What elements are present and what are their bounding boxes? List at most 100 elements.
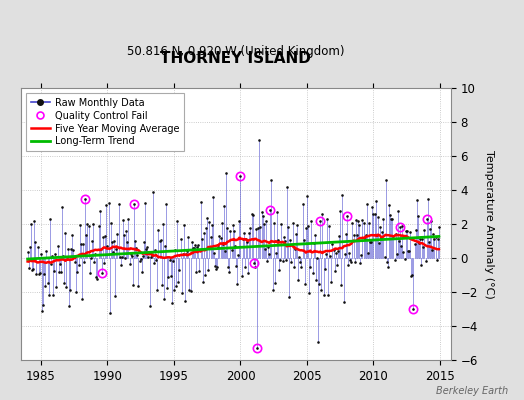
Point bbox=[402, 228, 411, 235]
Point bbox=[313, 254, 321, 261]
Point bbox=[67, 246, 75, 252]
Point bbox=[374, 214, 382, 220]
Point bbox=[28, 266, 36, 273]
Point bbox=[435, 224, 443, 230]
Point bbox=[178, 290, 186, 296]
Point bbox=[157, 237, 165, 243]
Point bbox=[30, 218, 38, 224]
Point bbox=[373, 232, 381, 238]
Point bbox=[209, 194, 217, 200]
Point bbox=[332, 250, 340, 256]
Point bbox=[163, 285, 171, 292]
Point bbox=[292, 230, 300, 237]
Point bbox=[376, 223, 384, 230]
Point bbox=[167, 272, 175, 279]
Point bbox=[144, 254, 152, 260]
Point bbox=[216, 234, 225, 241]
Point bbox=[264, 244, 272, 250]
Point bbox=[337, 282, 345, 288]
Point bbox=[94, 223, 103, 229]
Point bbox=[160, 296, 168, 302]
Point bbox=[342, 231, 350, 237]
Point bbox=[100, 260, 108, 266]
Point bbox=[289, 264, 298, 270]
Point bbox=[83, 221, 92, 227]
Point bbox=[164, 274, 172, 280]
Point bbox=[81, 195, 90, 202]
Point bbox=[45, 292, 53, 299]
Point bbox=[128, 253, 136, 260]
Point bbox=[111, 293, 119, 299]
Point bbox=[247, 211, 256, 217]
Point bbox=[232, 263, 240, 269]
Point bbox=[304, 222, 312, 229]
Point bbox=[158, 282, 166, 288]
Point bbox=[284, 224, 292, 230]
Point bbox=[400, 256, 409, 262]
Point bbox=[268, 287, 277, 293]
Point bbox=[312, 277, 320, 284]
Point bbox=[122, 228, 130, 234]
Point bbox=[339, 192, 347, 199]
Point bbox=[140, 238, 148, 245]
Point bbox=[426, 226, 434, 232]
Point bbox=[273, 209, 281, 216]
Point bbox=[413, 213, 422, 219]
Point bbox=[359, 220, 368, 226]
Point bbox=[211, 263, 219, 269]
Point bbox=[97, 270, 106, 276]
Point bbox=[354, 218, 362, 224]
Point bbox=[335, 233, 343, 239]
Point bbox=[265, 250, 274, 257]
Point bbox=[395, 238, 403, 244]
Point bbox=[47, 260, 55, 267]
Point bbox=[138, 269, 146, 275]
Point bbox=[401, 228, 410, 234]
Point bbox=[225, 269, 234, 276]
Point bbox=[191, 242, 199, 248]
Point bbox=[410, 241, 419, 247]
Point bbox=[368, 204, 377, 210]
Point bbox=[356, 260, 364, 266]
Point bbox=[39, 302, 47, 308]
Point bbox=[62, 284, 71, 290]
Point bbox=[107, 238, 116, 245]
Point bbox=[40, 271, 48, 278]
Point bbox=[433, 236, 442, 242]
Point bbox=[416, 236, 424, 242]
Point bbox=[325, 223, 333, 229]
Point bbox=[64, 303, 73, 310]
Point bbox=[366, 239, 374, 245]
Point bbox=[429, 230, 438, 237]
Point bbox=[152, 257, 160, 263]
Point bbox=[293, 221, 301, 228]
Point bbox=[93, 276, 102, 283]
Point bbox=[222, 170, 230, 176]
Point bbox=[432, 257, 441, 264]
Point bbox=[38, 308, 46, 314]
Point bbox=[80, 259, 89, 265]
Point bbox=[340, 299, 348, 306]
Point bbox=[206, 233, 215, 240]
Point bbox=[398, 223, 407, 230]
Point bbox=[336, 208, 344, 214]
Point bbox=[86, 255, 95, 262]
Point bbox=[253, 345, 261, 351]
Point bbox=[285, 294, 293, 300]
Point bbox=[250, 264, 259, 270]
Point bbox=[136, 256, 145, 263]
Point bbox=[281, 238, 289, 244]
Point bbox=[270, 280, 279, 286]
Point bbox=[89, 220, 97, 227]
Point bbox=[348, 220, 357, 226]
Point bbox=[26, 244, 34, 250]
Point bbox=[179, 251, 187, 257]
Point bbox=[42, 248, 51, 254]
Point bbox=[328, 240, 336, 247]
Point bbox=[275, 266, 283, 273]
Point bbox=[237, 273, 246, 280]
Point bbox=[214, 244, 223, 251]
Point bbox=[234, 252, 243, 259]
Point bbox=[143, 244, 151, 251]
Point bbox=[49, 292, 57, 298]
